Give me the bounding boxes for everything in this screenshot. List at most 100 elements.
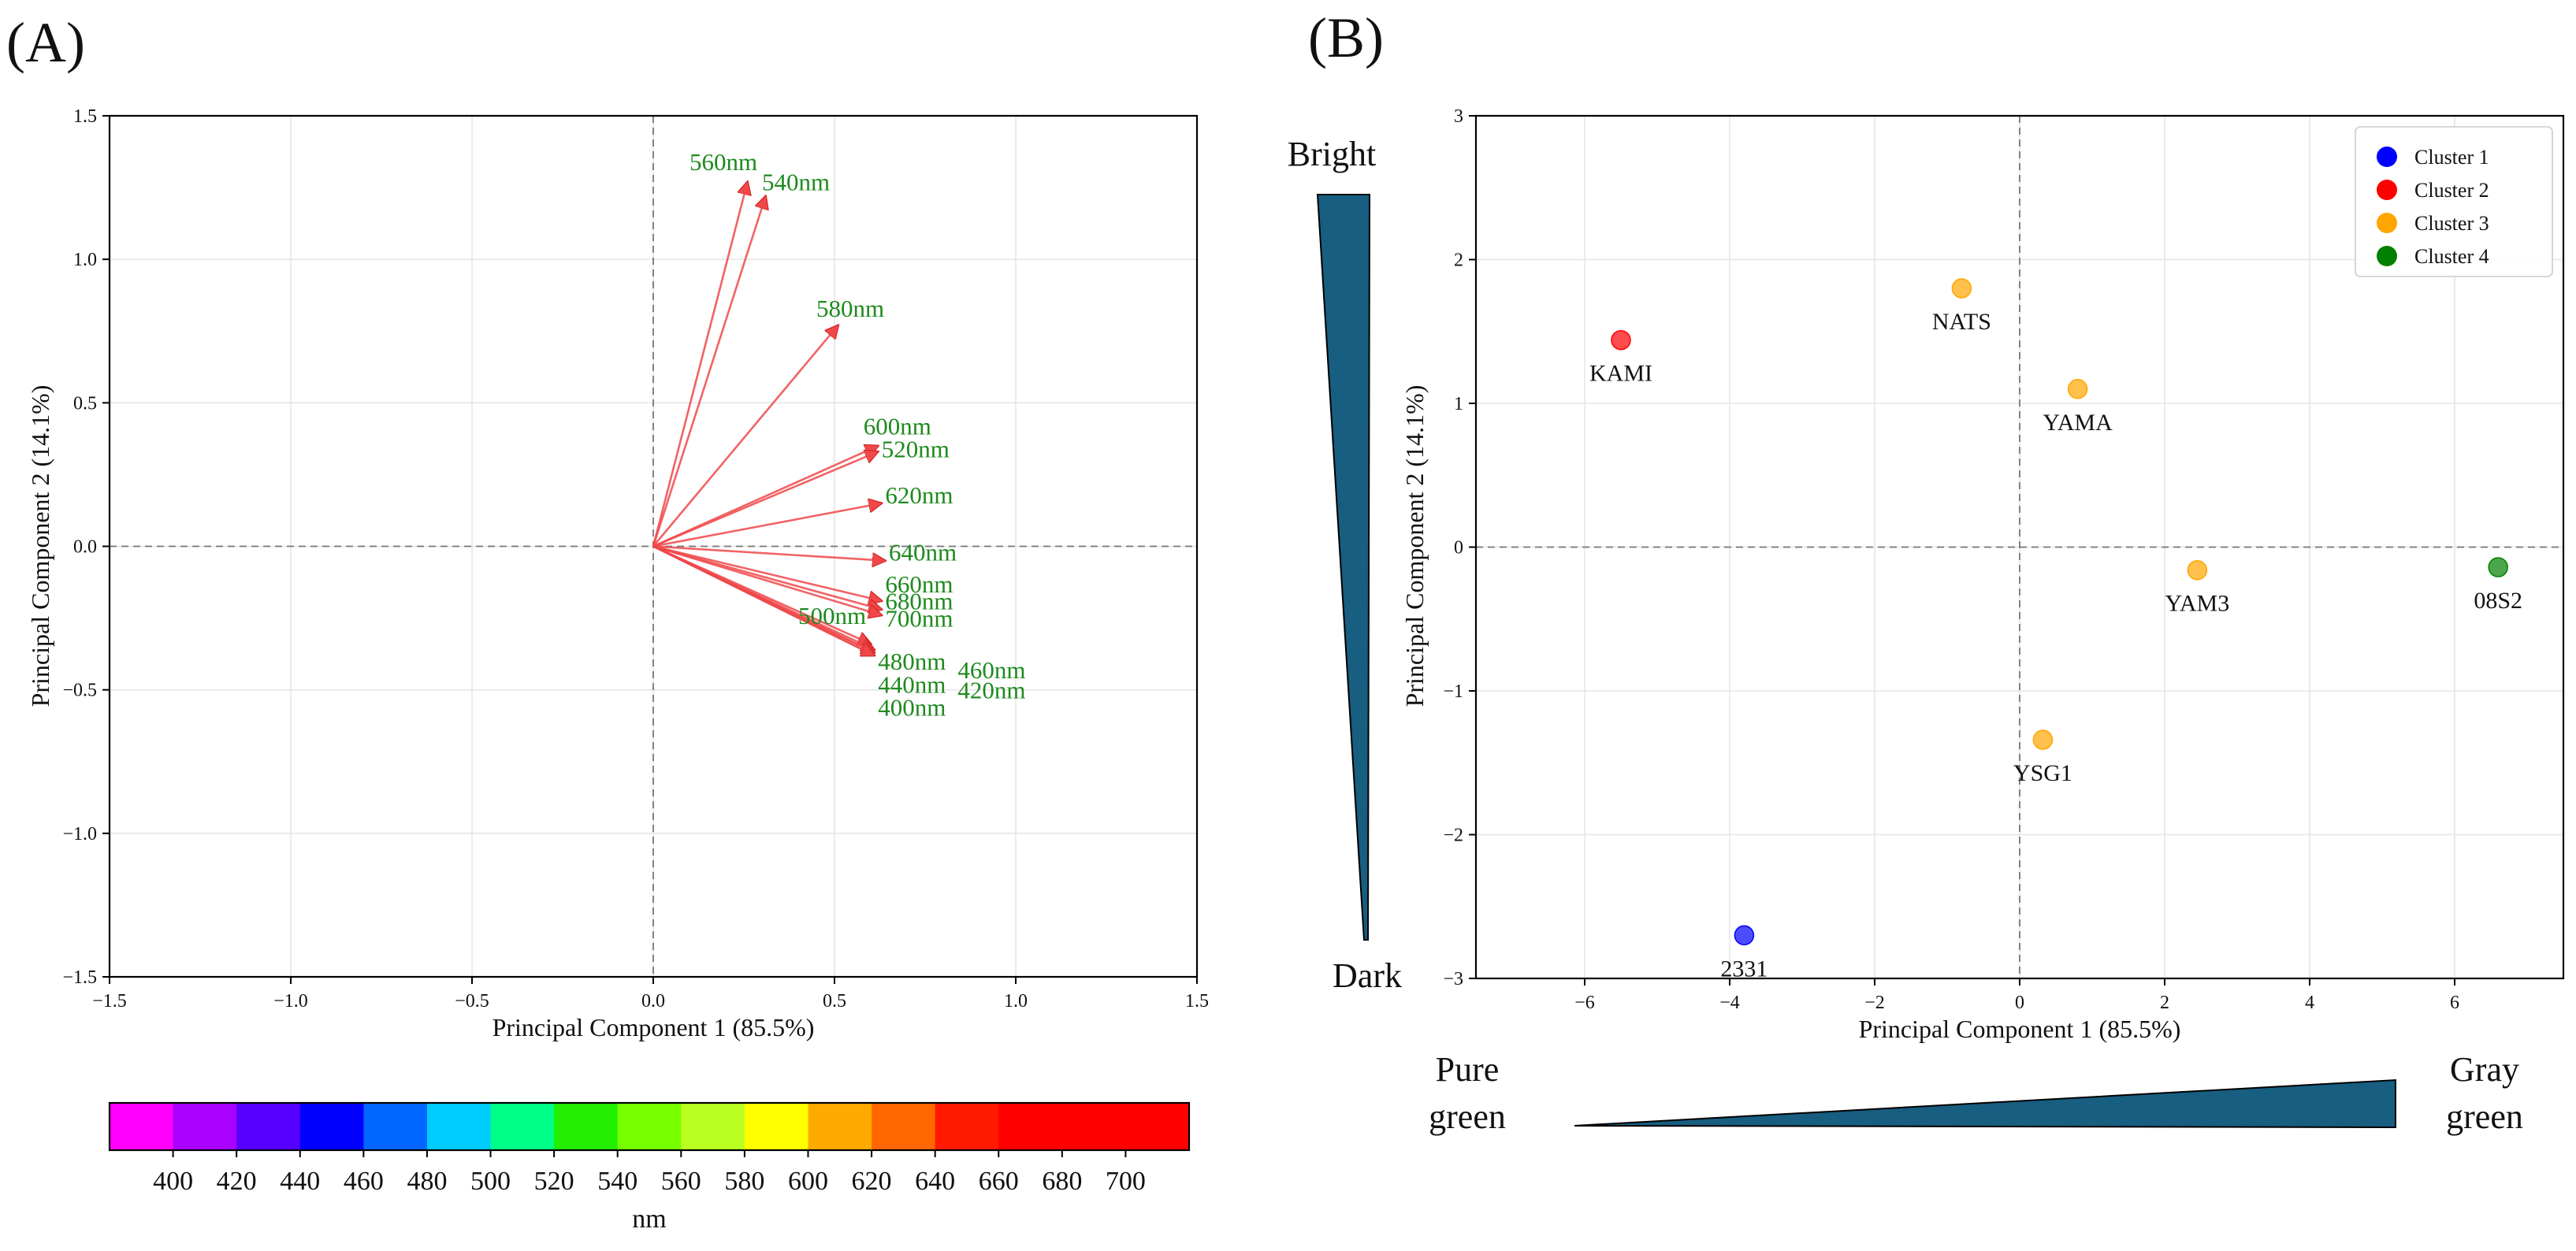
colorbar-cell <box>236 1103 301 1150</box>
chart-a-xtick-label: 0.5 <box>823 991 846 1012</box>
colorbar-tick-label: 700 <box>1106 1167 1146 1196</box>
colorbar-tick-label: 600 <box>788 1167 828 1196</box>
chart-a-xtick-label: 0.0 <box>641 991 665 1012</box>
chart-b-xtick-label: 6 <box>2450 993 2459 1013</box>
chart-b-legend: Cluster 1 Cluster 2 Cluster 3 Cluster 4 <box>2355 126 2553 277</box>
loading-arrow <box>652 451 878 548</box>
colorbar-tick-label: 640 <box>915 1167 955 1196</box>
colorbar-cell <box>681 1103 745 1150</box>
greenness-annotation: Pure green Gray green <box>1429 1050 2523 1136</box>
chart-b-ytick-label: −1 <box>1443 681 1463 702</box>
loading-arrow <box>652 503 882 548</box>
loading-arrow <box>652 182 748 547</box>
chart-a-ytick-label: −1.5 <box>62 967 97 988</box>
colorbar-tick-label: 540 <box>597 1167 637 1196</box>
colorbar-cells <box>110 1103 1190 1150</box>
loading-label: 600nm <box>864 412 931 440</box>
brightness-wedge <box>1316 194 1371 941</box>
chart-a-xtick-label: −1.0 <box>273 991 308 1012</box>
colorbar-cell <box>490 1103 555 1150</box>
bright-label: Bright <box>1288 135 1376 173</box>
colorbar-tick-label: 500 <box>470 1167 511 1196</box>
colorbar-tick-label: 680 <box>1042 1167 1082 1196</box>
chart-a-xtick-label: 1.0 <box>1004 991 1028 1012</box>
colorbar-tick-label: 620 <box>852 1167 892 1196</box>
loading-label: 440nm <box>878 670 946 698</box>
legend-label: Cluster 3 <box>2414 212 2489 235</box>
colorbar-cell <box>872 1103 936 1150</box>
chart-b-ticks: −6 −4 −2 0 2 4 6 −3 −2 −1 0 1 2 3 <box>1443 106 2459 1013</box>
loading-label: 460nm <box>957 656 1025 684</box>
chart-b-ylabel: Principal Component 2 (14.1%) <box>1400 385 1429 707</box>
panel-b-label: (B) <box>1308 6 1384 69</box>
chart-b-xtick-label: 0 <box>2015 993 2024 1013</box>
scatter-point <box>2187 559 2208 581</box>
loading-label: 480nm <box>878 648 946 675</box>
chart-b-xtick-label: −4 <box>1719 993 1740 1013</box>
colorbar-tick-label: 440 <box>280 1167 320 1196</box>
gray-green-line2: green <box>2446 1097 2523 1136</box>
colorbar-tick-label: 420 <box>217 1167 257 1196</box>
colorbar-ticks: 400 420 440 460 480 500 520 540 560 580 600 620 640 6… <box>153 1150 1146 1196</box>
loading-label: 500nm <box>798 602 866 629</box>
chart-a-ylabel: Principal Component 2 (14.1%) <box>26 385 54 707</box>
chart-a-ticks: −1.5 −1.0 −0.5 0.0 0.5 1.0 1.5 −1.5 −1.0 −0.5 0.0 0… <box>62 106 1209 1012</box>
loading-arrow <box>652 545 885 561</box>
scatter-point <box>2067 379 2088 399</box>
point-label: KAMI <box>1589 361 1652 387</box>
chart-b-ytick-label: 3 <box>1454 106 1463 127</box>
chart-a-frame <box>108 114 1199 978</box>
loading-label: 660nm <box>885 570 953 598</box>
scatter-point <box>1951 278 1972 299</box>
loading-label: 520nm <box>882 436 950 463</box>
chart-a-ytick-label: 1.5 <box>73 106 97 127</box>
loading-label: 640nm <box>889 539 957 566</box>
legend-box <box>2355 126 2553 277</box>
pure-green-line2: green <box>1429 1097 1506 1136</box>
legend-marker <box>2377 213 2397 233</box>
loading-arrow <box>652 325 838 548</box>
legend-label: Cluster 1 <box>2414 146 2489 169</box>
chart-b-xlabel: Principal Component 1 (85.5%) <box>1859 1015 2181 1043</box>
colorbar-cell <box>617 1103 682 1150</box>
gray-green-line1: Gray <box>2450 1050 2519 1089</box>
colorbar-label: nm <box>632 1205 666 1234</box>
colorbar-cell <box>173 1103 237 1150</box>
chart-a-xtick-label: 1.5 <box>1185 991 1209 1012</box>
point-label: YAM3 <box>2165 591 2230 617</box>
loading-label: 680nm <box>885 588 953 615</box>
pure-green-line1: Pure <box>1436 1050 1500 1089</box>
loading-label: 540nm <box>762 169 830 196</box>
point-label: 08S2 <box>2474 588 2522 614</box>
legend-marker <box>2377 246 2397 266</box>
dark-label: Dark <box>1333 956 1402 995</box>
scatter-point <box>1734 925 1755 945</box>
colorbar-cell <box>935 1103 999 1150</box>
colorbar-tick-label: 660 <box>979 1167 1019 1196</box>
colorbar-cell <box>299 1103 364 1150</box>
chart-b-xtick-label: 2 <box>2160 993 2169 1013</box>
colorbar-tick-label: 560 <box>661 1167 701 1196</box>
chart-b-frame <box>1474 114 2565 980</box>
colorbar-tick-label: 520 <box>534 1167 574 1196</box>
greenness-wedge <box>1574 1078 2396 1129</box>
loading-arrow <box>652 545 882 601</box>
point-label: NATS <box>1932 309 1991 335</box>
loading-label: 420nm <box>957 677 1025 704</box>
chart-b-xtick-label: −2 <box>1864 993 1885 1013</box>
colorbar-cell <box>998 1103 1063 1150</box>
colorbar-cell <box>426 1103 492 1150</box>
colorbar-cell <box>554 1103 619 1150</box>
chart-b: −6 −4 −2 0 2 4 6 −3 −2 −1 0 1 2 3 KAMI NATS YAMA YAM3 08S… <box>1400 106 2565 1043</box>
chart-b-ytick-label: 1 <box>1454 394 1463 414</box>
point-label: YSG1 <box>2013 760 2072 786</box>
colorbar-cell <box>363 1103 428 1150</box>
loading-label: 400nm <box>878 693 946 721</box>
chart-a: −1.5 −1.0 −0.5 0.0 0.5 1.0 1.5 −1.5 −1.0 −0.5 0.0 0… <box>26 106 1209 1041</box>
chart-b-ytick-label: 0 <box>1454 538 1463 559</box>
colorbar-tick-label: 460 <box>344 1167 384 1196</box>
loading-arrow <box>652 545 875 655</box>
loading-label: 700nm <box>885 605 953 633</box>
